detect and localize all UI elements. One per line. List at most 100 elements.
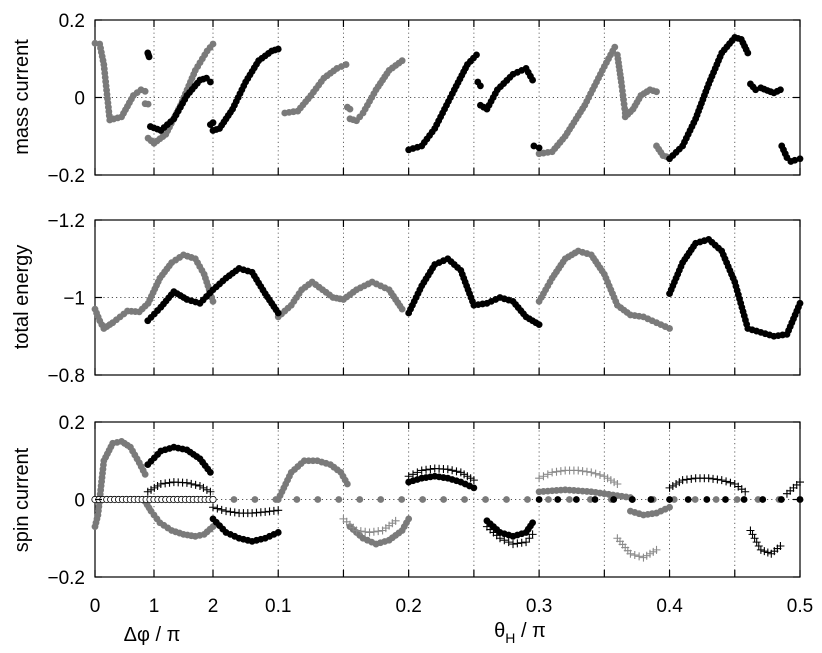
point-1-1-9-9 [777, 86, 784, 94]
series-3-0-segment-1 [141, 498, 217, 540]
point-1-1-9-2 [752, 86, 760, 94]
point-1-0-2-30 [209, 40, 217, 48]
point-3-3-0-5 [356, 527, 365, 536]
point-3-2-3-4 [495, 534, 504, 543]
point-3-3-0-9 [374, 527, 383, 536]
x-tick-label-right-3: 0.4 [656, 596, 683, 617]
point-3-0-6-16 [545, 496, 552, 503]
series-3-2-segment-4 [665, 474, 750, 496]
point-3-2-0-4 [156, 480, 165, 488]
panel-3-ylabel: spin current [11, 447, 33, 552]
series-1-1-segment-7 [530, 142, 543, 152]
point-3-0-6-5 [314, 496, 322, 503]
x-ticks-left: 0 1 2 [90, 596, 219, 617]
x-tick-label-right-2: 0.3 [526, 596, 552, 617]
point-3-3-1-12 [587, 468, 596, 477]
x-tick-label-right-0: 0.1 [265, 596, 291, 617]
x-tick-label-right-4: 0.5 [787, 596, 813, 617]
point-3-2-4-3 [675, 478, 684, 487]
point-2-1-1-47 [535, 321, 543, 329]
point-3-2-0-10 [182, 478, 191, 487]
series-3-1-segment-0 [144, 443, 214, 476]
series-3-4-segment-0 [91, 495, 217, 504]
point-3-0-6-14 [503, 496, 510, 503]
point-3-1-4-5 [628, 496, 636, 503]
point-1-1-10-5 [791, 156, 799, 164]
series-2-0-segment-0 [91, 251, 217, 332]
point-3-3-2-10 [645, 549, 654, 558]
point-3-0-6-26 [754, 496, 762, 503]
point-3-2-3-12 [528, 530, 537, 539]
point-3-2-0-6 [165, 478, 174, 487]
point-3-3-0-8 [369, 527, 378, 536]
panel-3-grid [95, 422, 800, 577]
point-3-2-4-10 [704, 474, 713, 483]
y-tick-label-1-2: −0.2 [47, 166, 85, 187]
point-3-0-6-23 [691, 496, 699, 503]
series-1-1-segment-0 [144, 49, 153, 61]
point-3-2-1-1 [213, 504, 222, 513]
point-3-0-6-1 [230, 496, 238, 503]
point-2-0-1-38 [398, 305, 406, 313]
series-1-0-segment-1 [141, 100, 152, 108]
series-1-1-segment-2 [206, 119, 217, 129]
point-1-0-8-12 [653, 88, 660, 96]
point-1-1-4-28 [473, 51, 480, 59]
point-3-0-6-10 [419, 496, 427, 503]
point-3-0-6-22 [670, 496, 678, 503]
point-3-0-6-24 [712, 496, 720, 503]
point-3-3-1-13 [591, 469, 600, 478]
point-3-2-1-0 [209, 503, 217, 512]
series-1-0-segment-0 [91, 39, 149, 124]
point-3-1-2-15 [470, 484, 478, 492]
point-3-3-1-2 [543, 470, 552, 479]
point-3-2-6-4 [796, 478, 804, 487]
point-3-3-2-12 [652, 545, 661, 554]
point-3-3-2-6 [630, 551, 639, 560]
point-3-0-6-12 [461, 496, 468, 503]
point-3-1-4-3 [591, 496, 599, 503]
point-2-0-0-47 [209, 297, 217, 305]
point-3-2-5-6 [760, 547, 769, 556]
point-3-1-4-1 [554, 496, 562, 503]
point-1-1-7-0 [530, 142, 538, 150]
point-3-2-4-6 [687, 474, 696, 483]
point-1-1-1-21 [206, 78, 214, 86]
x-axis-label-right: θH / π [494, 620, 546, 646]
point-3-3-2-8 [639, 553, 648, 562]
series-2-1-segment-1 [405, 255, 543, 329]
x-axis-label-tail: / π [515, 620, 545, 642]
point-1-1-2-1 [209, 119, 217, 127]
point-3-2-3-7 [509, 540, 518, 549]
point-3-2-5-5 [756, 545, 765, 554]
point-3-0-6-9 [398, 496, 406, 503]
point-1-0-3-19 [342, 61, 350, 68]
point-3-1-4-0 [535, 496, 543, 503]
point-3-2-4-14 [722, 477, 731, 486]
point-3-1-4-13 [777, 496, 785, 503]
point-3-2-3-6 [504, 538, 513, 547]
series-1-1-segment-4 [405, 51, 480, 154]
point-3-0-6-11 [440, 496, 448, 503]
point-3-2-2-5 [426, 465, 435, 474]
panel-2-ylabel: total energy [11, 245, 33, 350]
series-3-1-segment-1 [209, 515, 282, 545]
point-3-2-3-5 [500, 536, 509, 545]
point-3-3-0-14 [391, 516, 400, 525]
panel-3-marks [91, 437, 804, 562]
point-3-2-4-0 [665, 483, 674, 492]
point-3-2-4-11 [709, 474, 718, 483]
series-3-2-segment-6 [782, 478, 804, 498]
point-3-1-4-7 [666, 496, 673, 503]
series-1-1-segment-10 [778, 142, 804, 165]
series-3-2-segment-0 [143, 478, 215, 496]
panel-1-ticks: 0.2 0 −0.2 [47, 11, 801, 187]
series-1-1-segment-9 [747, 80, 784, 97]
point-3-2-4-4 [678, 476, 687, 485]
series-1-0-segment-7 [613, 51, 629, 117]
point-3-0-6-8 [377, 496, 385, 503]
point-3-2-2-0 [404, 472, 413, 481]
point-3-2-2-16 [469, 476, 478, 485]
series-1-1-segment-6 [477, 65, 536, 113]
panel-spin-current: 0.2 0 −0.2 spin current [11, 413, 804, 589]
